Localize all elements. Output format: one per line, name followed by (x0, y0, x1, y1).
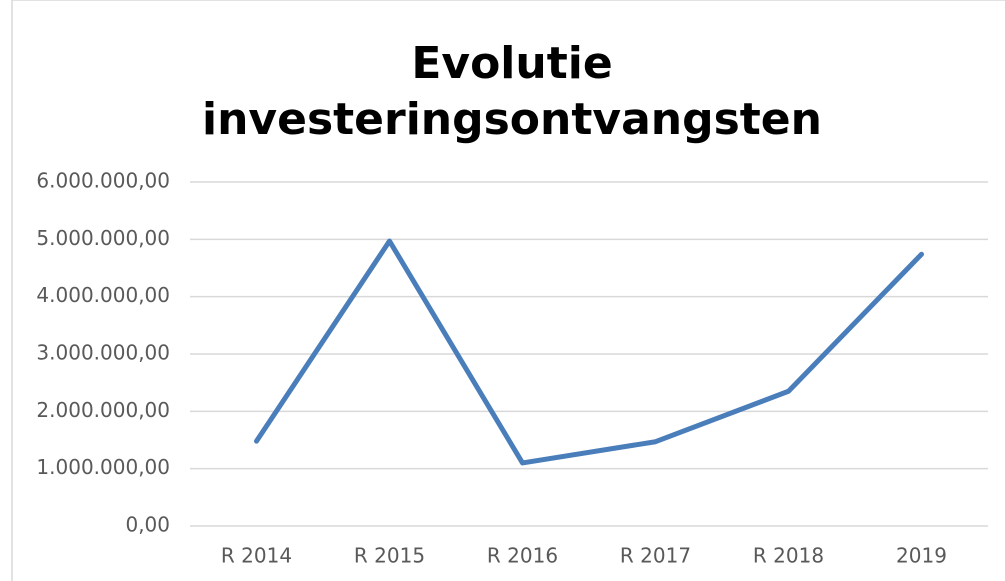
y-tick-label: 4.000.000,00 (36, 283, 170, 307)
y-tick-label: 6.000.000,00 (36, 169, 170, 193)
x-tick-label: R 2014 (221, 544, 292, 568)
y-tick-label: 2.000.000,00 (36, 398, 170, 422)
data-line (254, 238, 924, 466)
y-tick-label: 5.000.000,00 (36, 226, 170, 250)
chart-title: Evolutie investeringsontvangsten (202, 38, 822, 145)
x-tick-label: R 2017 (620, 544, 691, 568)
x-tick-label: R 2018 (753, 544, 824, 568)
x-tick-label: 2019 (896, 544, 947, 568)
y-tick-label: 1.000.000,00 (36, 455, 170, 479)
y-tick-label: 3.000.000,00 (36, 341, 170, 365)
x-tick-label: R 2016 (487, 544, 558, 568)
y-tick-label: 0,00 (125, 513, 170, 537)
chart-border (11, 0, 1005, 581)
x-tick-label: R 2015 (354, 544, 425, 568)
